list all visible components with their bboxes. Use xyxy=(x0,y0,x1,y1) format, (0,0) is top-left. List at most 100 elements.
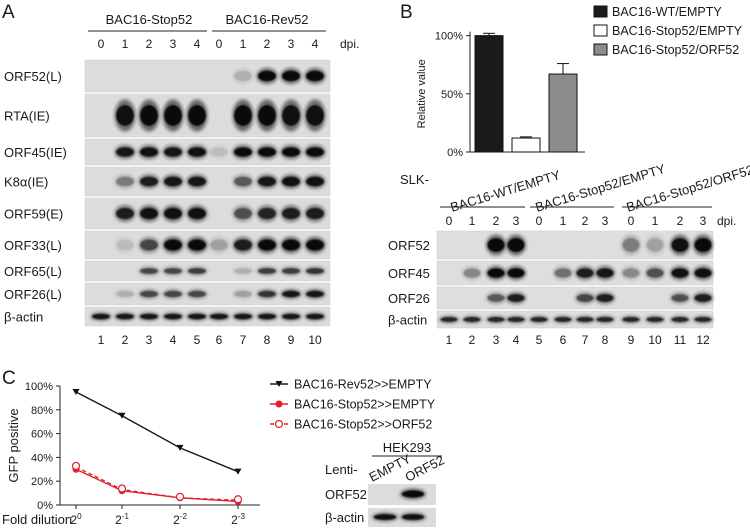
y-tick-label: 0% xyxy=(37,500,53,512)
x-tick-label: 2-3 xyxy=(231,512,245,527)
blot-band xyxy=(694,317,712,322)
blot-band xyxy=(401,514,425,520)
blot-band xyxy=(234,268,252,274)
row-label: ORF65(L) xyxy=(4,264,62,279)
dpi-label: 2 xyxy=(264,37,271,51)
group-label-rev52: BAC16-Rev52 xyxy=(225,12,308,27)
blot-band xyxy=(671,268,689,278)
panel-b-lane-numbers: 1 2 3 4 5 6 7 8 9 10 11 12 xyxy=(446,333,710,347)
blot-band xyxy=(596,317,614,322)
blot-band xyxy=(164,207,182,220)
row-label: β-actin xyxy=(388,313,427,328)
blot-band xyxy=(140,239,158,251)
row-label: ORF26(L) xyxy=(4,287,62,302)
blot-band xyxy=(530,317,548,322)
blot-band xyxy=(258,147,276,157)
legend-label: BAC16-Stop52/EMPTY xyxy=(612,24,743,38)
dpi-label: 0 xyxy=(98,37,105,51)
legend-marker xyxy=(274,419,284,429)
blot-band xyxy=(487,238,505,252)
blot-band xyxy=(258,176,276,187)
lenti-prefix: Lenti- xyxy=(325,462,358,477)
lane-number: 4 xyxy=(170,333,177,347)
data-point xyxy=(117,484,127,493)
blot-band xyxy=(646,268,664,278)
lane-number: 8 xyxy=(264,333,271,347)
blot-band xyxy=(116,239,134,251)
blot-band xyxy=(234,70,252,82)
blot-band xyxy=(164,290,182,298)
blot-band xyxy=(622,268,640,278)
dpi-label: 2 xyxy=(582,214,589,228)
dpi-label: 3 xyxy=(170,37,177,51)
row-label: ORF26 xyxy=(388,291,430,306)
blot-band xyxy=(306,176,324,187)
blot-band xyxy=(116,147,134,157)
blot-band xyxy=(282,70,300,82)
blot-band xyxy=(164,239,182,251)
panel-a-blots: ORF52(L) RTA(IE) ORF45(IE) K8α(IE) ORF59(E) O… xyxy=(4,59,331,327)
dpi-label: 3 xyxy=(288,37,295,51)
data-point xyxy=(72,388,80,395)
blot-band xyxy=(306,239,324,251)
lane-number: 1 xyxy=(446,333,453,347)
blot-band xyxy=(282,105,300,126)
blot-band xyxy=(463,317,481,322)
blot-band xyxy=(188,207,206,220)
blot-band xyxy=(210,313,228,320)
blot-band xyxy=(116,313,134,320)
blot-band xyxy=(507,238,525,252)
lane-number: 8 xyxy=(602,333,609,347)
dpi-label: 4 xyxy=(194,37,201,51)
blot-band xyxy=(671,238,689,252)
data-point xyxy=(118,412,126,419)
blot-band xyxy=(487,294,505,302)
blot-band xyxy=(164,147,182,157)
lane-number: 6 xyxy=(216,333,223,347)
panel-a-lane-numbers: 1 2 3 4 5 6 7 8 9 10 xyxy=(98,333,322,347)
blot-band xyxy=(373,514,397,520)
blot-band xyxy=(487,268,505,278)
blot-band xyxy=(596,268,614,278)
data-point xyxy=(175,492,185,501)
lane-number: 10 xyxy=(648,333,662,347)
dpi-label: 3 xyxy=(513,214,520,228)
y-tick-label: 60% xyxy=(31,429,53,441)
blot-band xyxy=(463,268,481,278)
dpi-label: 0 xyxy=(536,214,543,228)
panel-b-legend: BAC16-WT/EMPTY BAC16-Stop52/EMPTY BAC16-St… xyxy=(593,5,743,57)
blot-band xyxy=(188,147,206,157)
row-label: ORF59(E) xyxy=(4,207,63,222)
dpi-unit: dpi. xyxy=(717,214,736,228)
lane-number: 1 xyxy=(98,333,105,347)
blot-band xyxy=(282,313,300,320)
blot-band xyxy=(140,290,158,298)
blot-band xyxy=(646,317,664,322)
series-line-2 xyxy=(75,466,239,501)
blot-band xyxy=(188,290,206,298)
legend-label: BAC16-Rev52>>EMPTY xyxy=(294,378,432,392)
blot-band xyxy=(576,317,594,322)
dpi-label: 0 xyxy=(446,214,453,228)
blot-band xyxy=(282,207,300,220)
blot-band xyxy=(234,105,252,126)
blot-band xyxy=(258,313,276,320)
blot-band xyxy=(507,294,525,302)
blot-band xyxy=(622,238,640,252)
data-point xyxy=(233,495,243,504)
blot-band xyxy=(116,176,134,187)
blot-band xyxy=(596,294,614,302)
y-tick-label: 20% xyxy=(31,476,53,488)
y-tick-label: 40% xyxy=(31,452,53,464)
series-line-0 xyxy=(75,391,239,473)
lane-number: 7 xyxy=(582,333,589,347)
blot-band xyxy=(694,238,712,252)
blot-band xyxy=(671,294,689,302)
blot-band xyxy=(258,105,276,126)
data-point xyxy=(176,444,184,451)
row-label: K8α(IE) xyxy=(4,175,48,190)
blot-band xyxy=(282,147,300,157)
legend-marker xyxy=(275,400,283,408)
blot-band xyxy=(140,268,158,274)
